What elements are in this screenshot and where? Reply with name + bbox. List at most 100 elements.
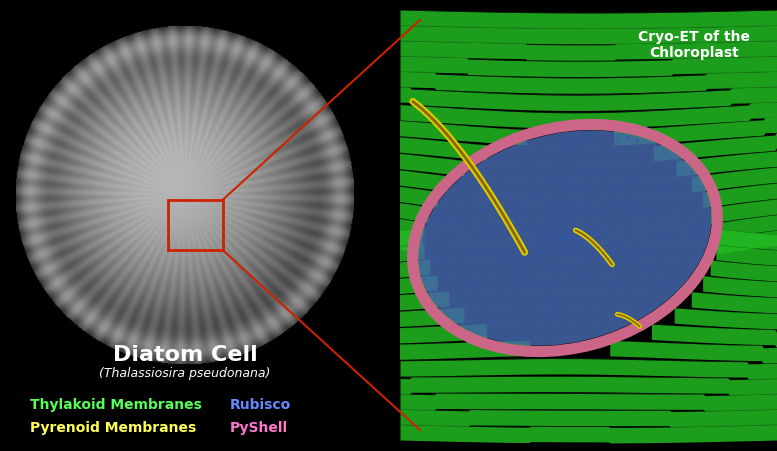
Point <box>639 261 651 268</box>
Point <box>542 240 555 248</box>
Point <box>631 136 643 143</box>
Point <box>643 204 655 211</box>
Point <box>522 337 535 345</box>
Point <box>552 239 565 247</box>
Point <box>494 323 507 330</box>
Point <box>635 253 647 260</box>
Point <box>569 162 581 170</box>
Point <box>503 166 515 174</box>
Point <box>543 228 556 235</box>
Point <box>615 240 627 247</box>
Point <box>582 319 594 327</box>
Point <box>535 188 548 195</box>
Point <box>443 235 455 243</box>
Point <box>559 248 571 255</box>
Point <box>563 230 576 237</box>
Point <box>596 199 608 207</box>
Point <box>580 325 592 332</box>
Point <box>601 205 614 212</box>
Point <box>578 167 591 174</box>
Point <box>549 215 562 222</box>
Point <box>544 199 556 207</box>
Point <box>568 186 580 193</box>
Point <box>583 256 595 263</box>
Point <box>581 178 594 185</box>
Point <box>492 330 504 337</box>
Point <box>613 279 625 286</box>
Point <box>544 316 556 323</box>
Point <box>560 225 573 232</box>
Point <box>635 237 647 244</box>
Point <box>570 270 582 277</box>
Point <box>448 230 461 238</box>
Point <box>574 230 587 238</box>
Point <box>627 178 639 185</box>
Point <box>489 196 501 203</box>
Point <box>472 173 484 180</box>
Point <box>566 234 578 241</box>
Point <box>497 251 510 258</box>
Point <box>538 242 550 249</box>
Point <box>577 195 590 202</box>
Point <box>622 133 634 140</box>
Point <box>551 175 563 182</box>
Point <box>524 194 537 202</box>
Point <box>472 185 484 193</box>
Point <box>671 174 683 181</box>
Point <box>563 232 575 239</box>
Point <box>594 169 606 176</box>
Point <box>590 231 602 239</box>
Point <box>536 241 549 249</box>
Point <box>490 245 502 253</box>
Point <box>423 220 435 227</box>
Point <box>628 200 640 207</box>
Point <box>559 235 571 242</box>
Point <box>650 246 663 253</box>
Point <box>641 290 653 298</box>
Point <box>440 272 452 279</box>
Point <box>556 247 568 254</box>
Point <box>610 172 622 179</box>
Point <box>438 259 451 266</box>
Point <box>587 230 600 237</box>
Point <box>498 258 510 265</box>
Point <box>459 191 472 198</box>
Point <box>528 195 540 202</box>
Point <box>540 336 552 344</box>
Point <box>559 237 572 244</box>
Point <box>521 173 534 180</box>
Point <box>667 288 680 295</box>
Point <box>542 281 555 289</box>
Point <box>508 253 521 260</box>
Point <box>493 224 505 231</box>
Point <box>503 269 515 276</box>
Point <box>552 237 564 244</box>
Point <box>436 255 448 262</box>
Point <box>645 307 657 314</box>
Point <box>570 209 583 216</box>
Point <box>620 143 632 151</box>
Point <box>496 268 508 275</box>
Point <box>521 266 534 273</box>
Point <box>639 211 651 218</box>
Point <box>601 319 613 327</box>
Point <box>651 230 664 238</box>
Point <box>434 213 446 221</box>
Point <box>598 168 611 175</box>
Point <box>463 281 476 288</box>
Point <box>685 208 697 215</box>
Point <box>658 187 671 194</box>
Point <box>497 253 510 260</box>
Point <box>638 267 650 274</box>
Point <box>679 164 692 171</box>
Point <box>666 279 678 286</box>
Point <box>570 188 582 195</box>
Point <box>563 249 575 256</box>
Point <box>669 166 681 173</box>
Point <box>595 327 608 334</box>
Point <box>435 228 448 235</box>
Point <box>653 182 665 189</box>
Point <box>561 139 573 146</box>
Point <box>519 306 531 313</box>
Point <box>479 294 491 301</box>
